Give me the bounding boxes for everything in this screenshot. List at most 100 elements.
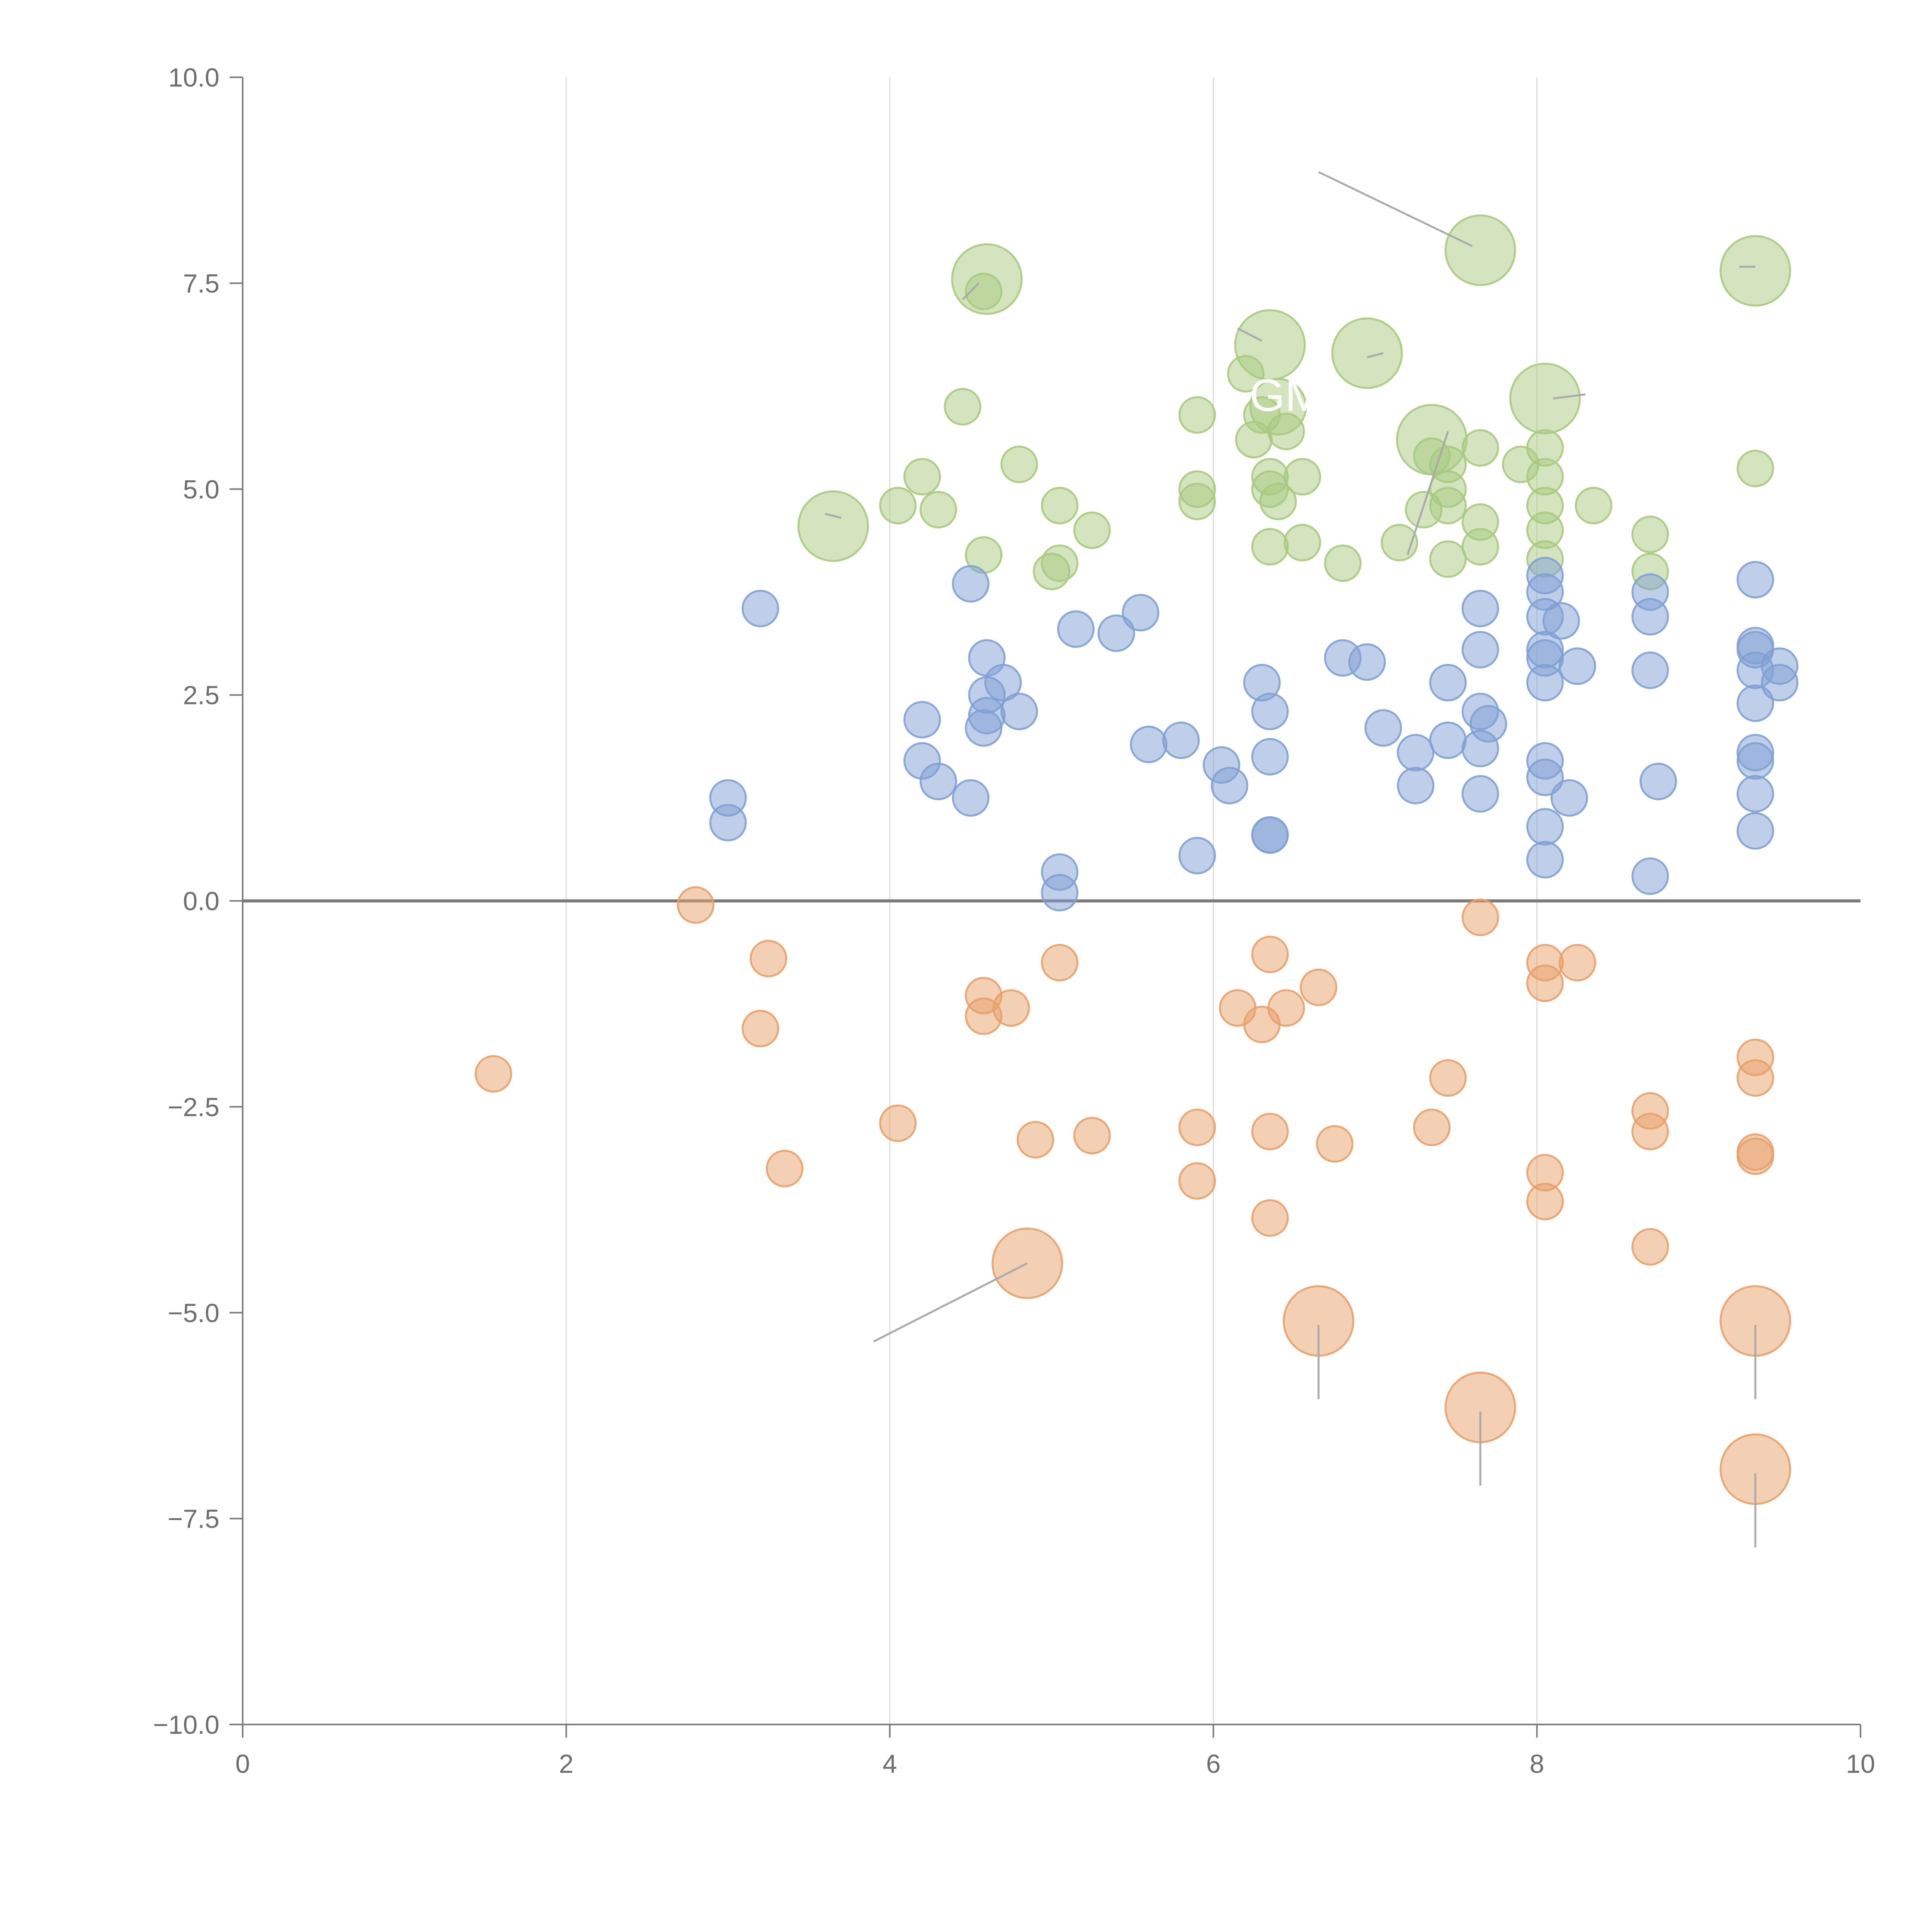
data-point-green	[1429, 540, 1467, 578]
data-point-orange	[1736, 1059, 1774, 1097]
data-point-orange	[1736, 1137, 1774, 1175]
data-point-green	[1283, 524, 1321, 561]
data-point-orange	[1299, 968, 1337, 1006]
data-point-orange	[879, 1104, 917, 1142]
data-point-green	[1267, 413, 1305, 451]
data-point-blue	[1461, 730, 1499, 767]
y-tick-label: −5.0	[168, 1298, 219, 1328]
data-point-blue	[709, 804, 747, 842]
data-point-blue	[1736, 561, 1774, 599]
tick-labels: 0 2 4 6 8 10 10.0 7.5 5.0 2.5 0.0 −2.5 −5.0 −7.5 −10.0…	[153, 63, 1875, 1779]
data-point-blue	[1057, 610, 1095, 648]
leader-line	[1406, 431, 1449, 556]
data-point-blue	[1251, 816, 1289, 854]
data-point-orange	[1316, 1125, 1354, 1163]
data-point-orange	[1526, 1182, 1564, 1220]
data-point-orange	[1251, 1112, 1289, 1150]
data-point-green	[903, 458, 941, 496]
data-point-blue	[1526, 759, 1564, 796]
x-tick-label: 8	[1530, 1749, 1544, 1779]
data-point-orange	[1461, 898, 1499, 936]
data-point-orange	[1558, 944, 1596, 981]
annotation-label: GM	[1250, 370, 1323, 421]
leader-line	[1318, 171, 1473, 247]
data-point-blue	[1736, 812, 1774, 850]
data-point-green	[1235, 421, 1273, 459]
data-point-green	[1461, 528, 1499, 566]
data-point-orange	[1017, 1121, 1054, 1159]
data-point-blue	[1041, 874, 1078, 912]
data-point-orange	[677, 886, 714, 924]
data-point-blue	[1550, 779, 1588, 817]
data-point-blue	[1251, 738, 1289, 776]
data-point-blue	[1162, 721, 1200, 759]
data-point-green	[879, 486, 917, 524]
data-point-green	[944, 388, 981, 426]
data-point-blue	[1526, 808, 1564, 846]
x-tick-label: 0	[235, 1749, 250, 1779]
data-point-blue	[1736, 742, 1774, 780]
data-point-blue	[1178, 837, 1216, 874]
data-points	[474, 214, 1799, 1505]
data-point-blue	[1251, 692, 1289, 730]
leader-line	[1553, 393, 1586, 400]
data-point-orange	[1178, 1162, 1216, 1200]
data-point-green	[1000, 446, 1038, 483]
data-point-blue	[1364, 709, 1402, 747]
data-point-green	[1073, 511, 1111, 549]
data-point-green	[1736, 449, 1774, 487]
data-point-blue	[1130, 726, 1168, 764]
data-point-blue	[1397, 734, 1435, 772]
data-point-orange	[1413, 1109, 1451, 1146]
data-point-orange	[766, 1150, 804, 1187]
data-point-green	[1178, 396, 1216, 434]
data-point-orange	[1251, 1199, 1289, 1237]
data-point-blue	[1736, 775, 1774, 813]
data-point-blue	[1526, 664, 1564, 702]
y-tick-label: −7.5	[168, 1504, 219, 1534]
data-point-blue	[1461, 631, 1499, 668]
data-point-blue	[1526, 841, 1564, 879]
data-point-orange	[1631, 1228, 1669, 1266]
leader-line	[1367, 352, 1384, 359]
data-point-blue	[1397, 767, 1435, 804]
leader-line	[962, 282, 980, 301]
y-tick-label: −2.5	[168, 1092, 219, 1122]
data-point-green	[919, 491, 957, 529]
data-point-green	[1444, 214, 1516, 286]
data-point-green	[1033, 553, 1070, 590]
data-point-blue	[1097, 614, 1135, 652]
data-point-blue	[1461, 590, 1499, 628]
data-point-green	[1251, 528, 1289, 566]
data-point-green	[1331, 317, 1403, 389]
data-point-blue	[1631, 651, 1669, 689]
data-point-green	[1324, 544, 1362, 582]
data-point-blue	[1000, 692, 1038, 730]
data-point-green	[965, 272, 1003, 310]
data-point-green	[1283, 458, 1321, 496]
data-point-green	[1227, 355, 1265, 393]
y-tick-label: 0.0	[183, 887, 219, 916]
y-tick-label: 7.5	[183, 269, 219, 298]
data-point-orange	[1178, 1109, 1216, 1146]
data-point-green	[1429, 486, 1467, 524]
data-point-blue	[1461, 775, 1499, 813]
data-point-blue	[1542, 602, 1580, 640]
data-point-blue	[919, 762, 957, 800]
leader-lines	[825, 171, 1757, 1548]
x-tick-label: 2	[559, 1749, 573, 1779]
axes	[230, 77, 1861, 1738]
data-point-blue	[952, 779, 990, 817]
x-tick-label: 6	[1206, 1749, 1221, 1779]
data-point-blue	[1736, 684, 1774, 722]
data-point-blue	[952, 565, 990, 603]
y-tick-label: −10.0	[153, 1710, 219, 1740]
data-point-blue	[1736, 627, 1774, 665]
y-tick-label: 2.5	[183, 681, 219, 710]
data-point-green	[1509, 362, 1581, 434]
data-point-blue	[965, 709, 1003, 747]
data-point-orange	[474, 1055, 512, 1093]
data-point-orange	[965, 997, 1003, 1035]
data-point-orange	[1243, 1005, 1281, 1043]
